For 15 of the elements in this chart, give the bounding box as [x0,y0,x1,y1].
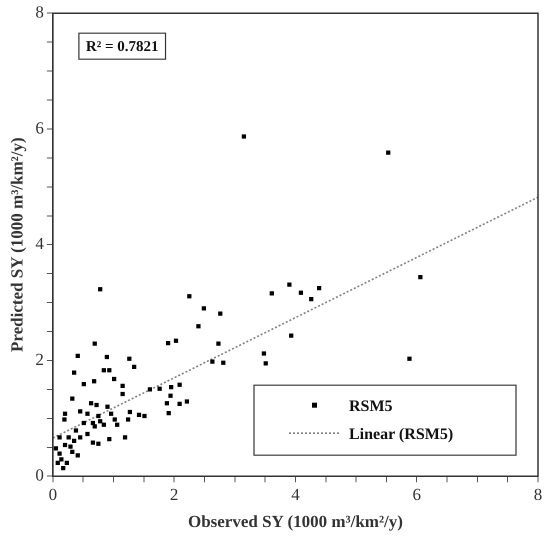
y-tick-label: 6 [35,118,44,138]
y-tick-label: 8 [35,2,44,22]
x-tick-label: 4 [291,484,300,504]
legend-label: RSM5 [349,398,393,416]
legend-label: Linear (RSM5) [349,426,454,444]
y-tick-label: 0 [35,466,44,485]
x-tick-label: 2 [170,484,178,504]
y-tick-label: 4 [35,234,44,254]
x-tick-label: 0 [48,484,58,504]
y-axis-title: Predicted SY (1000 m³/km²/y) [8,137,27,352]
y-tick-label: 2 [35,350,44,369]
x-tick-label: 8 [534,484,542,504]
x-axis-title: Observed SY (1000 m³/km²/y) [188,512,403,532]
annotation: R² = 0.7821 [86,39,159,56]
x-tick-label: 6 [412,484,421,504]
